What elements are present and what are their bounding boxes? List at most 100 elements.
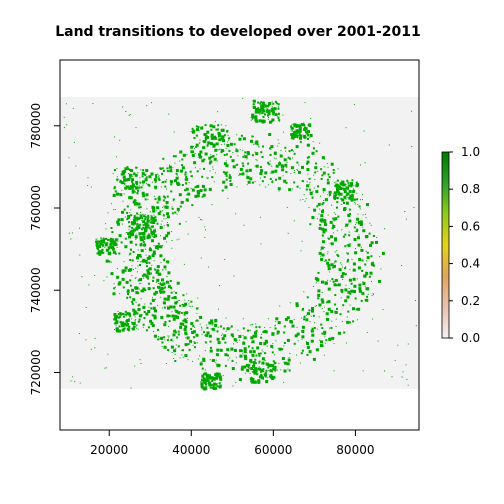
developed-pixel: [327, 166, 329, 168]
developed-pixel: [125, 280, 129, 284]
developed-pixel: [269, 154, 272, 156]
developed-pixel: [274, 153, 277, 156]
developed-pixel: [296, 354, 297, 356]
developed-pixel: [107, 252, 111, 255]
developed-pixel: [286, 166, 288, 168]
developed-pixel: [364, 299, 367, 301]
developed-pixel: [162, 301, 166, 305]
developed-pixel: [144, 259, 148, 263]
developed-pixel: [249, 373, 251, 374]
developed-pixel: [135, 319, 137, 320]
developed-pixel: [113, 187, 116, 190]
developed-pixel: [340, 288, 344, 292]
developed-pixel: [217, 111, 219, 113]
developed-pixel: [201, 386, 203, 388]
developed-pixel: [355, 199, 357, 201]
developed-pixel: [320, 255, 322, 257]
developed-pixel: [321, 227, 325, 231]
developed-pixel: [258, 109, 262, 113]
developed-pixel: [356, 217, 360, 221]
developed-pixel: [115, 320, 119, 324]
developed-pixel: [252, 350, 256, 354]
developed-pixel: [235, 362, 237, 364]
developed-pixel: [196, 128, 199, 132]
developed-pixel: [157, 304, 159, 306]
developed-pixel: [358, 289, 362, 293]
developed-pixel: [156, 222, 159, 225]
developed-pixel: [122, 278, 124, 280]
developed-pixel: [214, 121, 216, 123]
developed-pixel: [171, 206, 173, 208]
developed-pixel: [168, 320, 171, 323]
developed-pixel: [235, 213, 237, 215]
developed-pixel: [144, 213, 146, 215]
developed-pixel: [136, 325, 138, 327]
developed-pixel: [167, 285, 171, 289]
developed-pixel: [283, 369, 287, 373]
developed-pixel: [330, 326, 333, 329]
developed-pixel: [262, 101, 265, 104]
developed-pixel: [104, 246, 106, 248]
developed-pixel: [119, 312, 122, 315]
developed-pixel: [308, 123, 310, 125]
developed-pixel: [407, 384, 409, 386]
developed-pixel: [308, 125, 311, 128]
developed-pixel: [234, 164, 236, 166]
developed-pixel: [135, 183, 138, 186]
developed-pixel: [173, 329, 177, 333]
developed-pixel: [128, 235, 131, 239]
developed-pixel: [149, 247, 152, 250]
developed-pixel: [268, 120, 272, 124]
developed-pixel: [110, 242, 112, 244]
developed-pixel: [194, 152, 196, 154]
developed-pixel: [159, 292, 162, 294]
developed-pixel: [124, 245, 128, 249]
developed-pixel: [176, 315, 179, 319]
developed-pixel: [255, 367, 257, 370]
developed-pixel: [354, 270, 356, 272]
developed-pixel: [114, 322, 117, 325]
developed-pixel: [309, 134, 313, 137]
developed-pixel: [272, 347, 274, 349]
developed-pixel: [155, 210, 157, 212]
developed-pixel: [388, 144, 390, 146]
developed-pixel: [138, 184, 140, 186]
developed-pixel: [228, 149, 231, 152]
developed-pixel: [353, 189, 355, 191]
developed-pixel: [120, 173, 123, 176]
developed-pixel: [322, 188, 326, 192]
developed-pixel: [137, 271, 138, 273]
developed-pixel: [155, 176, 158, 178]
developed-pixel: [334, 303, 337, 306]
developed-pixel: [282, 358, 284, 360]
developed-pixel: [206, 144, 209, 147]
developed-pixel: [306, 341, 308, 343]
developed-pixel: [224, 353, 228, 357]
developed-pixel: [299, 187, 301, 189]
developed-pixel: [351, 193, 354, 196]
developed-pixel: [320, 258, 324, 261]
developed-pixel: [123, 315, 125, 318]
developed-pixel: [333, 191, 337, 195]
developed-pixel: [360, 248, 364, 252]
developed-pixel: [266, 364, 269, 366]
developed-pixel: [169, 280, 172, 282]
developed-pixel: [119, 179, 122, 182]
developed-pixel: [221, 128, 225, 132]
developed-pixel: [184, 171, 187, 174]
developed-pixel: [252, 334, 256, 338]
developed-pixel: [256, 159, 258, 161]
developed-pixel: [332, 232, 334, 234]
developed-pixel: [255, 159, 257, 161]
developed-pixel: [195, 333, 199, 337]
developed-pixel: [203, 188, 207, 192]
developed-pixel: [239, 167, 243, 171]
developed-pixel: [354, 202, 356, 204]
developed-pixel: [208, 381, 212, 385]
developed-pixel: [301, 308, 304, 311]
developed-pixel: [268, 163, 271, 166]
developed-pixel: [267, 114, 269, 117]
developed-pixel: [315, 305, 317, 307]
developed-pixel: [327, 214, 329, 216]
developed-pixel: [166, 195, 169, 198]
